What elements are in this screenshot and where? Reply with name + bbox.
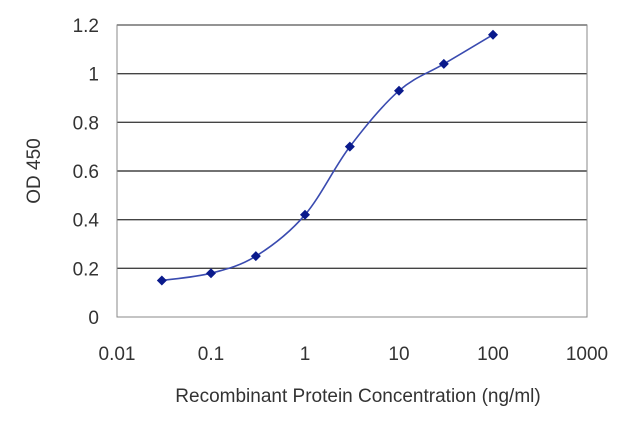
x-tick-label: 100 <box>477 344 509 365</box>
series-line <box>161 34 494 282</box>
data-markers <box>156 29 498 286</box>
data-point-marker <box>344 141 355 152</box>
plot-area-frame <box>116 24 588 318</box>
data-point-marker <box>156 275 167 286</box>
data-point-marker <box>438 58 449 69</box>
data-point-marker <box>394 85 404 96</box>
data-point-marker <box>300 209 310 220</box>
y-tick-label: 0.2 <box>73 259 99 280</box>
y-axis-title: OD 450 <box>24 138 45 203</box>
x-tick-label: 1 <box>300 344 311 365</box>
y-tick-label: 0.8 <box>73 113 99 134</box>
y-tick-labels: 0 0.2 0.4 0.6 0.8 1 1.2 <box>73 16 100 329</box>
x-tick-label: 0.1 <box>198 344 224 365</box>
y-tick-label: 0.4 <box>73 211 100 232</box>
x-tick-label: 10 <box>388 344 409 365</box>
data-point-marker <box>206 268 216 279</box>
y-tick-label: 0.6 <box>73 162 99 183</box>
x-tick-labels: 0.01 0.1 1 10 100 1000 <box>99 344 609 365</box>
y-tick-label: 0 <box>88 308 99 329</box>
y-tick-label: 1 <box>88 65 99 86</box>
x-axis-title: Recombinant Protein Concentration (ng/ml… <box>175 386 540 407</box>
data-point-marker <box>488 29 498 40</box>
x-tick-label: 1000 <box>566 344 608 365</box>
data-point-marker <box>250 251 261 262</box>
y-tick-label: 1.2 <box>73 16 99 37</box>
x-tick-label: 0.01 <box>99 344 136 365</box>
